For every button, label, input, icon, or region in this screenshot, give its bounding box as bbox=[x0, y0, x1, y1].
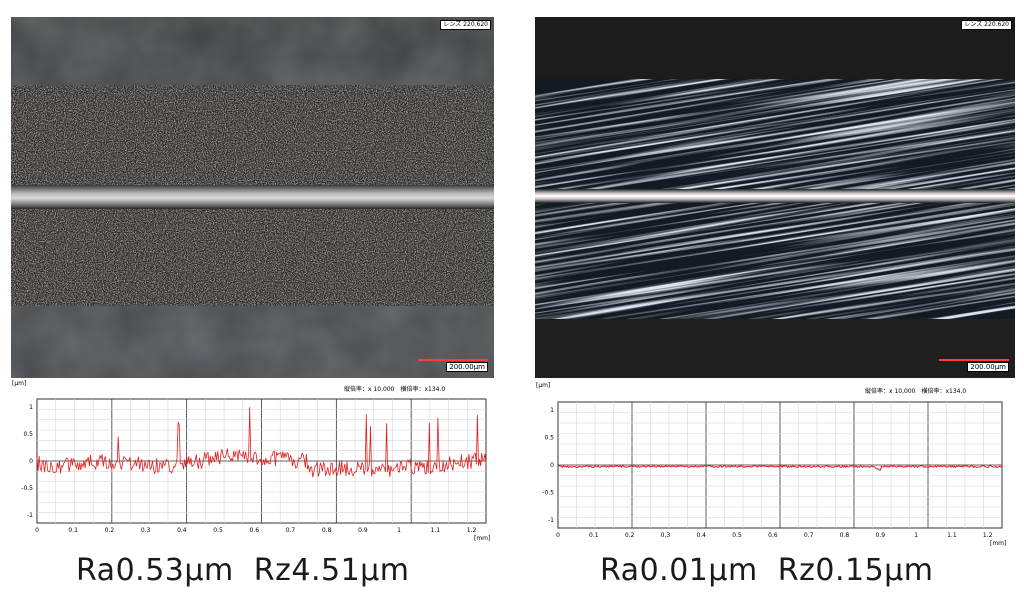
left-unit-label: [μm] bbox=[12, 380, 27, 387]
right-x-tick-label: 1 bbox=[914, 532, 918, 539]
right-magnification: 縦倍率：x 10,000 横倍率：x134.0 bbox=[865, 388, 967, 395]
left-x-tick-label: 0.2 bbox=[105, 527, 115, 534]
left-x-tick-label: 0.3 bbox=[141, 527, 151, 534]
right-x-tick-label: 0.2 bbox=[625, 532, 635, 539]
right-x-tick-label: 1.2 bbox=[983, 532, 993, 539]
left-x-tick-label: 1.2 bbox=[467, 527, 477, 534]
right-profile-trace bbox=[557, 464, 1003, 471]
left-x-unit: [mm] bbox=[474, 535, 490, 542]
right-y-tick-label: 0 bbox=[550, 462, 554, 469]
left-lens-tag: レンズ 220.620 bbox=[440, 20, 491, 30]
left-x-tick-label: 0.1 bbox=[68, 527, 78, 534]
left-x-tick-label: 1 bbox=[397, 527, 401, 534]
right-profile-chart: [μm] 縦倍率：x 10,000 横倍率：x134.0 1 0.5 0 -0.5 -1… bbox=[535, 382, 1015, 554]
right-lens-tag: レンズ 220.620 bbox=[961, 20, 1012, 30]
left-scale-line bbox=[418, 359, 488, 361]
right-x-tick-label: 0.9 bbox=[875, 532, 885, 539]
left-x-tick-label: 0.4 bbox=[177, 527, 187, 534]
right-x-unit: [mm] bbox=[990, 540, 1006, 547]
left-scale-bar: 200.00μm bbox=[418, 359, 488, 372]
left-x-tick-label: 0.5 bbox=[213, 527, 223, 534]
right-rz-value: Rz0.15μm bbox=[777, 553, 934, 588]
right-scale-line bbox=[939, 359, 1009, 361]
right-y-tick-label: 0.5 bbox=[544, 435, 554, 442]
left-x-tick-label: 0.9 bbox=[358, 527, 368, 534]
left-roughness-values: Ra0.53μm Rz4.51μm bbox=[76, 553, 409, 588]
right-scale-label: 200.00μm bbox=[967, 362, 1009, 372]
right-x-tick-label: 0.6 bbox=[768, 532, 778, 539]
right-y-tick-label: -0.5 bbox=[542, 490, 554, 497]
right-y-tick-label: 1 bbox=[550, 407, 554, 414]
left-magnification: 縦倍率：x 10,000 横倍率：x134.0 bbox=[344, 386, 446, 393]
left-y-tick-label: 0.5 bbox=[23, 431, 33, 438]
right-profile-plot: 1 0.5 0 -0.5 -1 0 0.1 0.2 0.3 0.4 0.5 0.6 0.7 0.8 0.9 1… bbox=[542, 401, 1006, 547]
right-ra-value: Ra0.01μm bbox=[600, 553, 758, 588]
left-profile-chart: [μm] 縦倍率：x 10,000 横倍率：x134.0 1 0.5 0 -0.5 -1… bbox=[11, 380, 494, 552]
right-roughness-values: Ra0.01μm Rz0.15μm bbox=[600, 553, 933, 588]
left-rz-value: Rz4.51μm bbox=[253, 553, 410, 588]
right-x-tick-label: 0.1 bbox=[589, 532, 599, 539]
left-x-tick-label: 0.6 bbox=[249, 527, 259, 534]
right-x-tick-label: 0.5 bbox=[732, 532, 742, 539]
left-surface-image bbox=[11, 17, 494, 378]
left-x-tick-label: 0.8 bbox=[322, 527, 332, 534]
left-ra-value: Ra0.53μm bbox=[76, 553, 234, 588]
right-x-tick-label: 0.4 bbox=[696, 532, 706, 539]
left-y-tick-label: 1 bbox=[29, 404, 33, 411]
right-surface-image bbox=[535, 17, 1015, 378]
right-scale-bar: 200.00μm bbox=[939, 359, 1009, 372]
right-x-tick-label: 1.1 bbox=[947, 532, 957, 539]
right-y-tick-label: -1 bbox=[548, 517, 554, 524]
right-unit-label: [μm] bbox=[536, 382, 551, 389]
left-scale-label: 200.00μm bbox=[446, 362, 488, 372]
right-x-tick-label: 0.8 bbox=[840, 532, 850, 539]
left-y-tick-label: 0 bbox=[29, 458, 33, 465]
left-x-tick-label: 0.7 bbox=[286, 527, 296, 534]
left-profile-trace bbox=[36, 407, 487, 478]
left-y-tick-label: -0.5 bbox=[21, 485, 33, 492]
right-x-tick-label: 0.7 bbox=[804, 532, 814, 539]
left-y-tick-label: -1 bbox=[27, 512, 33, 519]
right-x-tick-label: 0.3 bbox=[661, 532, 671, 539]
left-x-tick-label: 1.1 bbox=[431, 527, 441, 534]
right-micrograph: レンズ 220.620 200.00μm bbox=[535, 17, 1015, 378]
left-profile-plot: 1 0.5 0 -0.5 -1 0 0.1 0.2 0.3 0.4 0.5 0.6 0.7 0.8 0.9 1… bbox=[21, 398, 490, 542]
left-x-tick-label: 0 bbox=[35, 527, 39, 534]
left-micrograph: レンズ 220.620 200.00μm bbox=[11, 17, 494, 378]
right-x-tick-label: 0 bbox=[556, 532, 560, 539]
